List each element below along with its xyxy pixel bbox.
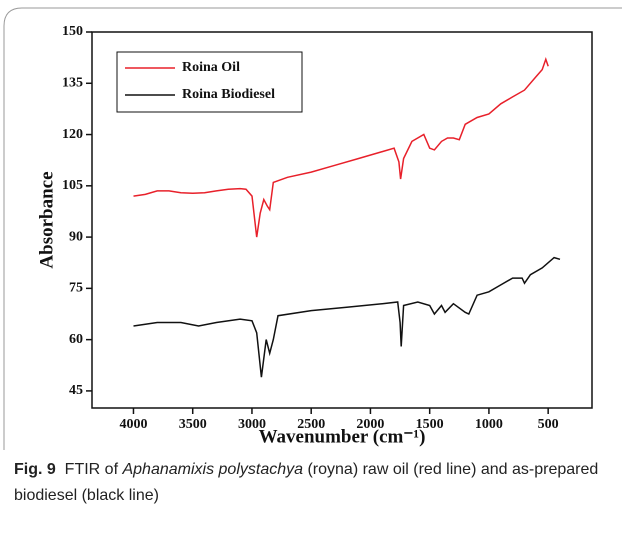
y-tick-label: 90 — [69, 229, 83, 244]
y-tick-label: 45 — [69, 383, 83, 398]
legend-box — [116, 51, 303, 113]
line — [133, 57, 549, 238]
caption-italic: Aphanamixis polystachya — [122, 461, 304, 478]
legend-label: Roina Biodiesel — [182, 87, 275, 102]
y-tick-label: 135 — [62, 75, 83, 90]
caption: Fig. 9 FTIR of Aphanamixis polystachya (… — [14, 457, 614, 509]
y-axis-title: Absorbance — [36, 171, 57, 268]
y-tick-label: 105 — [62, 178, 83, 193]
x-tick-label: 1500 — [416, 417, 444, 432]
x-tick-label: 4000 — [119, 417, 147, 432]
x-tick-label: 2000 — [356, 417, 384, 432]
caption-label: Fig. 9 — [14, 461, 56, 478]
x-axis-title: Wavenumber (cm⁻¹) — [259, 426, 426, 447]
chart: Absorbance Wavenumber (cm⁻¹) 45 60 75 90 105… — [3, 7, 622, 450]
x-tick-label: 1000 — [475, 417, 503, 432]
caption-text: FTIR of — [64, 461, 119, 478]
legend-label: Roina Oil — [182, 60, 240, 75]
x-tick-label: 3500 — [179, 417, 207, 432]
plot-frame — [91, 31, 593, 409]
x-tick-label: 2500 — [297, 417, 325, 432]
y-tick-label: 120 — [62, 127, 83, 142]
line — [133, 256, 561, 378]
x-tick-label: 3000 — [238, 417, 266, 432]
y-tick-label: 150 — [62, 24, 83, 39]
y-tick-label: 60 — [69, 332, 83, 347]
x-tick-label: 500 — [538, 417, 559, 432]
y-tick-label: 75 — [69, 281, 83, 296]
frame — [3, 7, 622, 450]
caption-text: (royna) raw oil (red line) and as-prepar… — [14, 461, 599, 504]
